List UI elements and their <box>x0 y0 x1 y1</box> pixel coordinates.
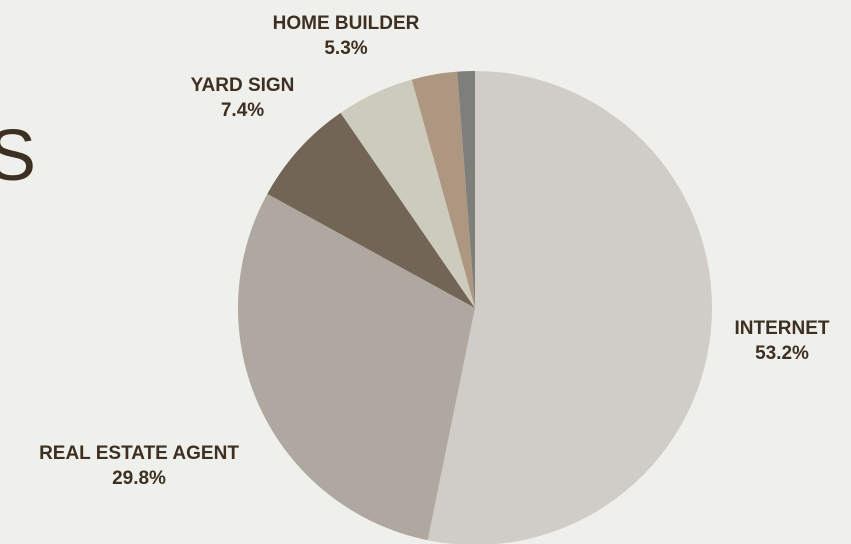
label-home-builder-value: 5.3% <box>324 38 368 59</box>
label-internet: INTERNET 53.2% <box>715 316 849 366</box>
label-internet-name: INTERNET <box>734 318 830 339</box>
pie-slice-unlabeled-5 <box>457 71 475 308</box>
cropped-text-fragment: S <box>0 116 37 196</box>
label-internet-value: 53.2% <box>755 343 809 364</box>
pie-slice-yard-sign <box>267 112 475 308</box>
label-home-builder-name: HOME BUILDER <box>272 13 420 34</box>
label-real-estate-agent-value: 29.8% <box>112 468 166 489</box>
label-yard-sign: YARD SIGN 7.4% <box>160 73 325 123</box>
pie-slice-unlabeled-4 <box>411 71 475 308</box>
label-yard-sign-value: 7.4% <box>220 100 265 121</box>
label-real-estate-agent-name: REAL ESTATE AGENT <box>39 443 239 464</box>
pie-slice-internet <box>427 71 712 544</box>
label-yard-sign-name: YARD SIGN <box>190 75 295 96</box>
label-home-builder: HOME BUILDER 5.3% <box>246 11 446 61</box>
pie-slice-home-builder <box>340 79 475 308</box>
label-real-estate-agent: REAL ESTATE AGENT 29.8% <box>2 441 276 491</box>
pie-slice-real-estate-agent <box>237 193 475 541</box>
